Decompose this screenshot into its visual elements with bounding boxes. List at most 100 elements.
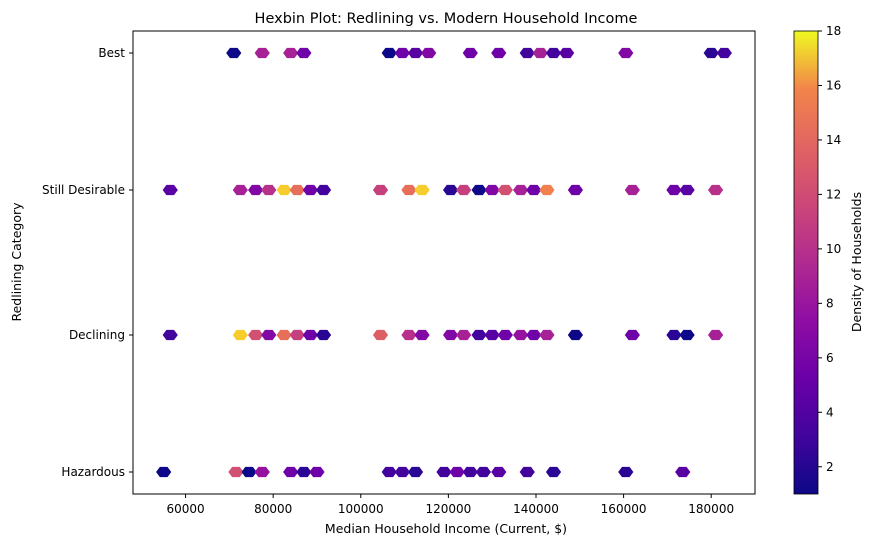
hexbin-cell [296, 47, 312, 59]
colorbar-title: Density of Households [849, 192, 864, 332]
x-axis-ticks: 60000 80000 100000 120000 140000 160000 180000 [166, 494, 734, 516]
hexbin-cell [381, 47, 397, 59]
hexbin-cell [618, 466, 634, 478]
hexbin-cell [276, 329, 292, 341]
hexbin-cell [567, 184, 584, 196]
hexbin-cell [226, 47, 242, 59]
y-tick-label: Declining [69, 328, 125, 342]
hexbin-cell [372, 184, 389, 196]
plot-frame [132, 30, 756, 495]
hexbin-cell [315, 329, 332, 341]
x-tick-label: 80000 [254, 502, 292, 516]
hexbin-cell [372, 329, 389, 341]
hexbin-cell [401, 329, 417, 341]
hexbin-cell [261, 329, 277, 341]
hexbin-cell [302, 184, 318, 196]
x-tick-label: 180000 [688, 502, 734, 516]
colorbar-tick-label: 12 [826, 187, 841, 201]
hexbin-cell [232, 184, 248, 196]
chart-title: Hexbin Plot: Redlining vs. Modern Househ… [255, 11, 638, 27]
hexbin-cell [156, 466, 172, 478]
hexbin-cell [624, 184, 640, 196]
hexbin-cell [232, 329, 248, 341]
hexbin-cell [462, 466, 478, 478]
x-axis-title: Median Household Income (Current, $) [325, 521, 567, 536]
hexbin-cell [228, 466, 244, 478]
y-tick-label: Best [98, 46, 125, 60]
hexbin-cell [519, 466, 535, 478]
colorbar-tick-label: 2 [826, 460, 834, 474]
hexbin-cells [156, 47, 732, 478]
hexbin-cell [471, 329, 487, 341]
hexbin-cell [381, 466, 397, 478]
y-axis-title: Redlining Category [9, 202, 24, 322]
hexbin-cell [436, 466, 452, 478]
hexbin-cell [559, 47, 575, 59]
hexbin-cell [491, 47, 507, 59]
hexbin-cell [567, 329, 584, 341]
hexbin-cell [276, 184, 292, 196]
hexbin-cell [162, 329, 178, 341]
hexbin-cell [309, 466, 325, 478]
hexbin-cell [624, 329, 640, 341]
y-tick-label: Still Desirable [42, 183, 125, 197]
colorbar-ticks: 2 4 6 8 10 12 14 16 18 [818, 24, 841, 474]
colorbar: 2 4 6 8 10 12 14 16 18 Density of Households [793, 24, 864, 495]
x-tick-label: 160000 [601, 502, 647, 516]
hexbin-cell [484, 184, 500, 196]
colorbar-tick-label: 16 [826, 78, 841, 92]
hexbin-cell [497, 329, 513, 341]
hexbin-cell [449, 466, 465, 478]
colorbar-tick-label: 18 [826, 24, 841, 38]
hexbin-cell [254, 47, 270, 59]
hexbin-cell [442, 184, 459, 196]
hexbin-cell [302, 329, 318, 341]
hexbin-cell [526, 329, 542, 341]
hexbin-cell [421, 47, 437, 59]
hexbin-cell [296, 466, 312, 478]
hexbin-cell [261, 184, 277, 196]
x-tick-label: 100000 [338, 502, 384, 516]
hexbin-cell [484, 329, 500, 341]
hexbin-cell [462, 47, 478, 59]
hexbin-cell [513, 184, 529, 196]
hexbin-cell [707, 184, 724, 196]
hexbin-cell [539, 184, 555, 196]
hexbin-cell [248, 329, 264, 341]
hexbin-cell [254, 466, 270, 478]
hexbin-cell [394, 466, 410, 478]
hexbin-cell [497, 184, 513, 196]
hexbin-cell [315, 184, 332, 196]
x-tick-label: 140000 [513, 502, 559, 516]
hexbin-cell [519, 47, 535, 59]
x-tick-label: 60000 [166, 502, 204, 516]
hexbin-cell [456, 329, 472, 341]
hexbin-cell [442, 329, 459, 341]
colorbar-tick-label: 14 [826, 133, 841, 147]
y-axis-ticks: Hazardous Declining Still Desirable Best [42, 46, 133, 479]
hexbin-cell [248, 184, 264, 196]
hexbin-cell [456, 184, 472, 196]
hexbin-cell [475, 466, 492, 478]
hexbin-cell [289, 329, 305, 341]
hexbin-cell [675, 466, 691, 478]
hexbin-cell [716, 47, 732, 59]
hexbin-cell [283, 47, 299, 59]
hexbin-cell [618, 47, 634, 59]
hexbin-cell [532, 47, 548, 59]
x-tick-label: 120000 [425, 502, 471, 516]
y-tick-label: Hazardous [61, 465, 125, 479]
hexbin-cell [679, 329, 695, 341]
hexbin-cell [283, 466, 299, 478]
hexbin-cell [407, 47, 424, 59]
hexbin-cell [491, 466, 507, 478]
hexbin-cell [513, 329, 529, 341]
hexbin-cell [414, 184, 430, 196]
hexbin-cell [545, 466, 562, 478]
hexbin-cell [703, 47, 719, 59]
colorbar-tick-label: 6 [826, 351, 834, 365]
hexbin-cell [162, 184, 178, 196]
hexbin-cell [666, 184, 682, 196]
hexbin-cell [545, 47, 562, 59]
